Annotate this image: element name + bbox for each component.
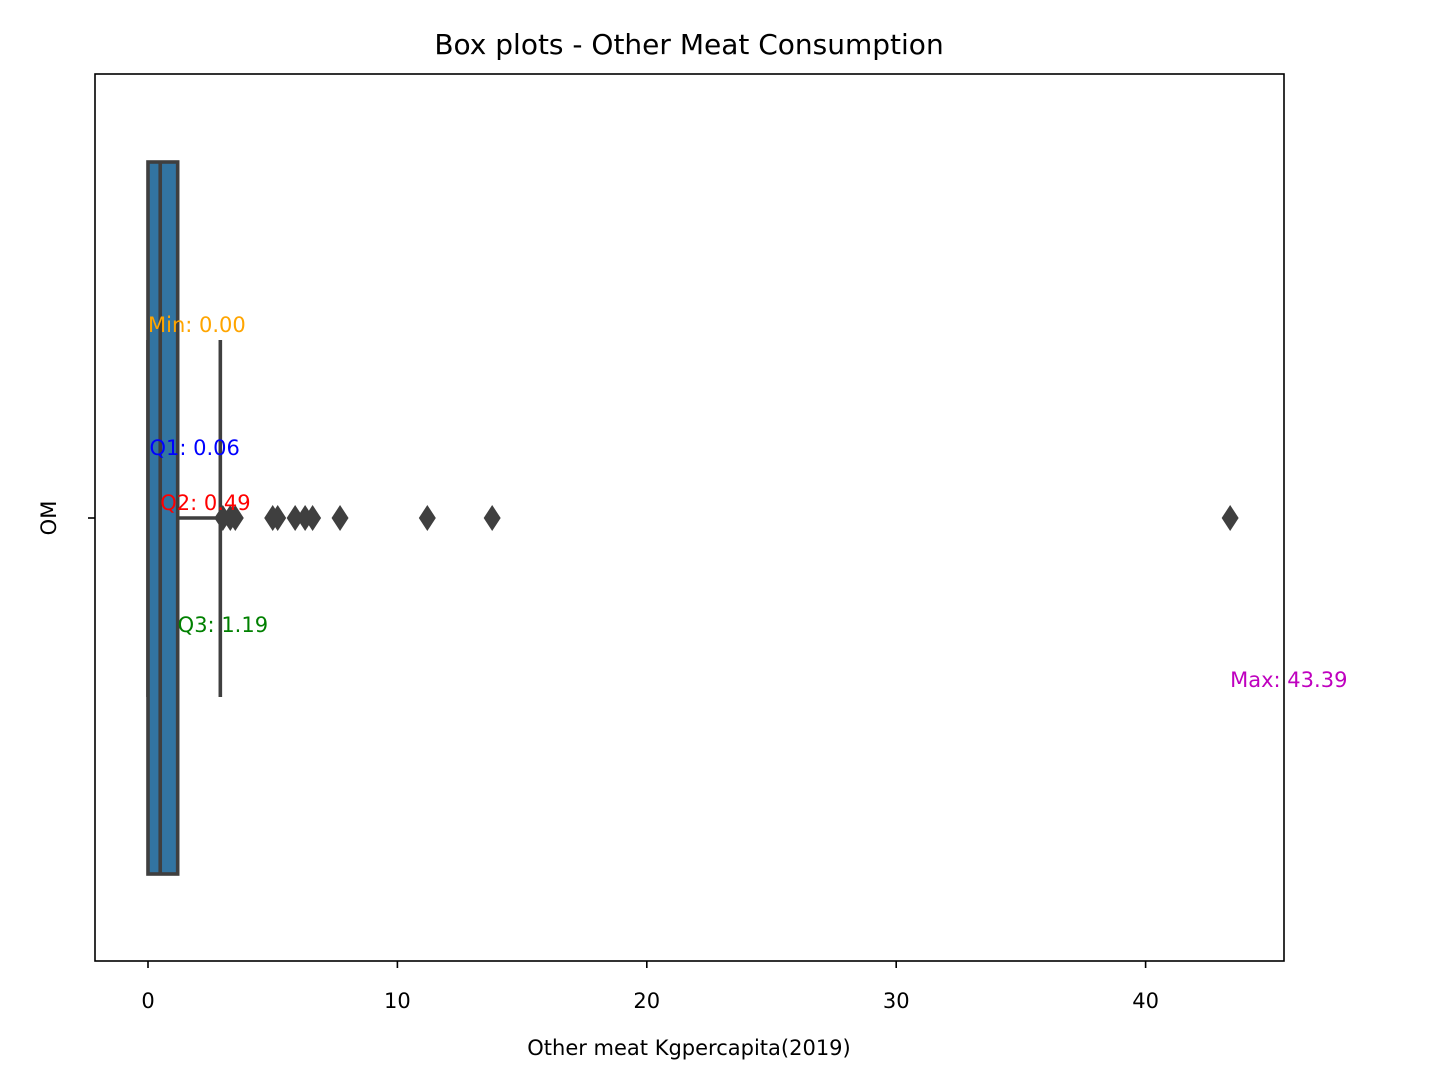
- outlier-point: [418, 505, 436, 531]
- outlier-point: [304, 505, 322, 531]
- outlier-point: [331, 505, 349, 531]
- x-tick-label: 20: [633, 989, 660, 1013]
- outlier-point: [1221, 505, 1239, 531]
- x-tick-label: 10: [384, 989, 411, 1013]
- box-group: [146, 160, 180, 876]
- x-axis-label: Other meat Kgpercapita(2019): [527, 1036, 851, 1060]
- x-tick-label: 40: [1132, 989, 1159, 1013]
- annotation-q2: Q2: 0.49: [160, 491, 250, 515]
- y-tick-label-om: OM: [37, 501, 61, 536]
- annotation-q1: Q1: 0.06: [149, 436, 239, 460]
- outlier-point: [269, 505, 287, 531]
- outlier-point: [483, 505, 501, 531]
- x-axis-ticks: 0 10 20 30 40: [141, 961, 1159, 1013]
- outlier-point: [286, 505, 304, 531]
- stat-annotations: Min: 0.00 Q1: 0.06 Q2: 0.49 Q3: 1.19 Max: 43…: [148, 313, 1347, 692]
- box-iqr: [146, 160, 180, 876]
- annotation-q3: Q3: 1.19: [178, 613, 268, 637]
- outlier-point: [226, 505, 244, 531]
- chart-title: Box plots - Other Meat Consumption: [434, 28, 943, 61]
- outlier-points: [214, 505, 1239, 531]
- x-tick-label: 30: [883, 989, 910, 1013]
- annotation-min: Min: 0.00: [148, 313, 246, 337]
- x-tick-label: 0: [141, 989, 154, 1013]
- annotation-max: Max: 43.39: [1230, 668, 1347, 692]
